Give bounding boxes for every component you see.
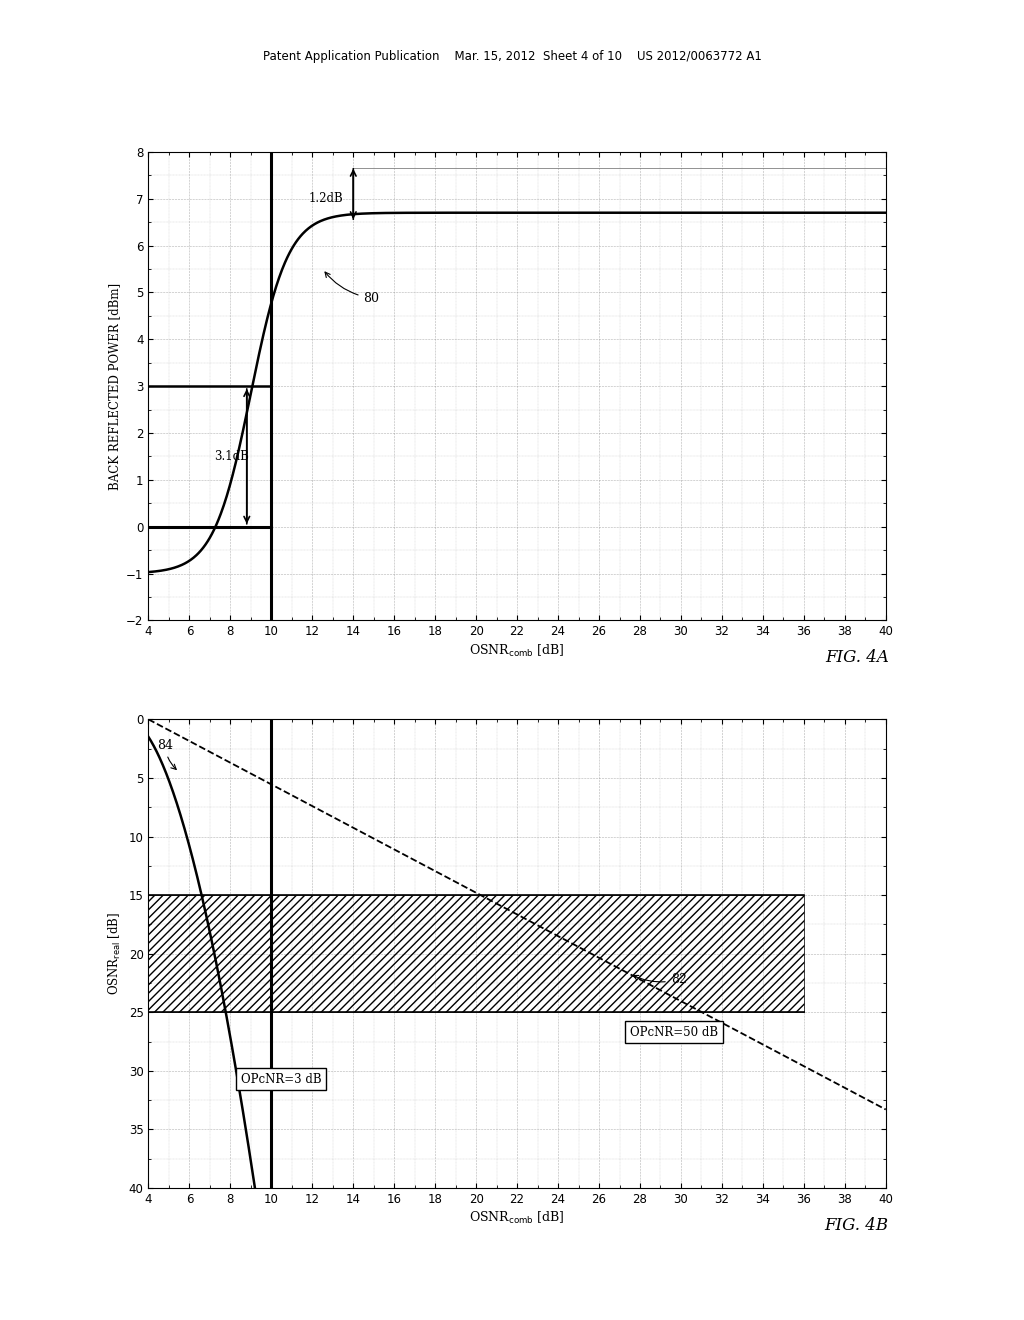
Bar	[148, 895, 804, 1012]
Text: FIG. 4A: FIG. 4A	[825, 649, 889, 667]
Text: 1.2dB: 1.2dB	[308, 193, 343, 205]
Text: 84: 84	[157, 739, 176, 770]
Text: 80: 80	[325, 272, 380, 305]
Text: OPcNR=3 dB: OPcNR=3 dB	[241, 1073, 322, 1085]
Text: Patent Application Publication    Mar. 15, 2012  Sheet 4 of 10    US 2012/006377: Patent Application Publication Mar. 15, …	[262, 50, 762, 63]
X-axis label: OSNR$_{\rm comb}$ [dB]: OSNR$_{\rm comb}$ [dB]	[469, 1210, 565, 1226]
X-axis label: OSNR$_{\rm comb}$ [dB]: OSNR$_{\rm comb}$ [dB]	[469, 643, 565, 659]
Y-axis label: BACK REFLECTED POWER [dBm]: BACK REFLECTED POWER [dBm]	[108, 282, 121, 490]
Y-axis label: OSNR$_{\rm real}$ [dB]: OSNR$_{\rm real}$ [dB]	[108, 912, 123, 995]
Text: FIG. 4B: FIG. 4B	[824, 1217, 889, 1234]
Text: OPcNR=50 dB: OPcNR=50 dB	[630, 1026, 718, 1040]
Text: 3.1dB: 3.1dB	[214, 450, 249, 463]
Text: 82: 82	[633, 973, 687, 986]
